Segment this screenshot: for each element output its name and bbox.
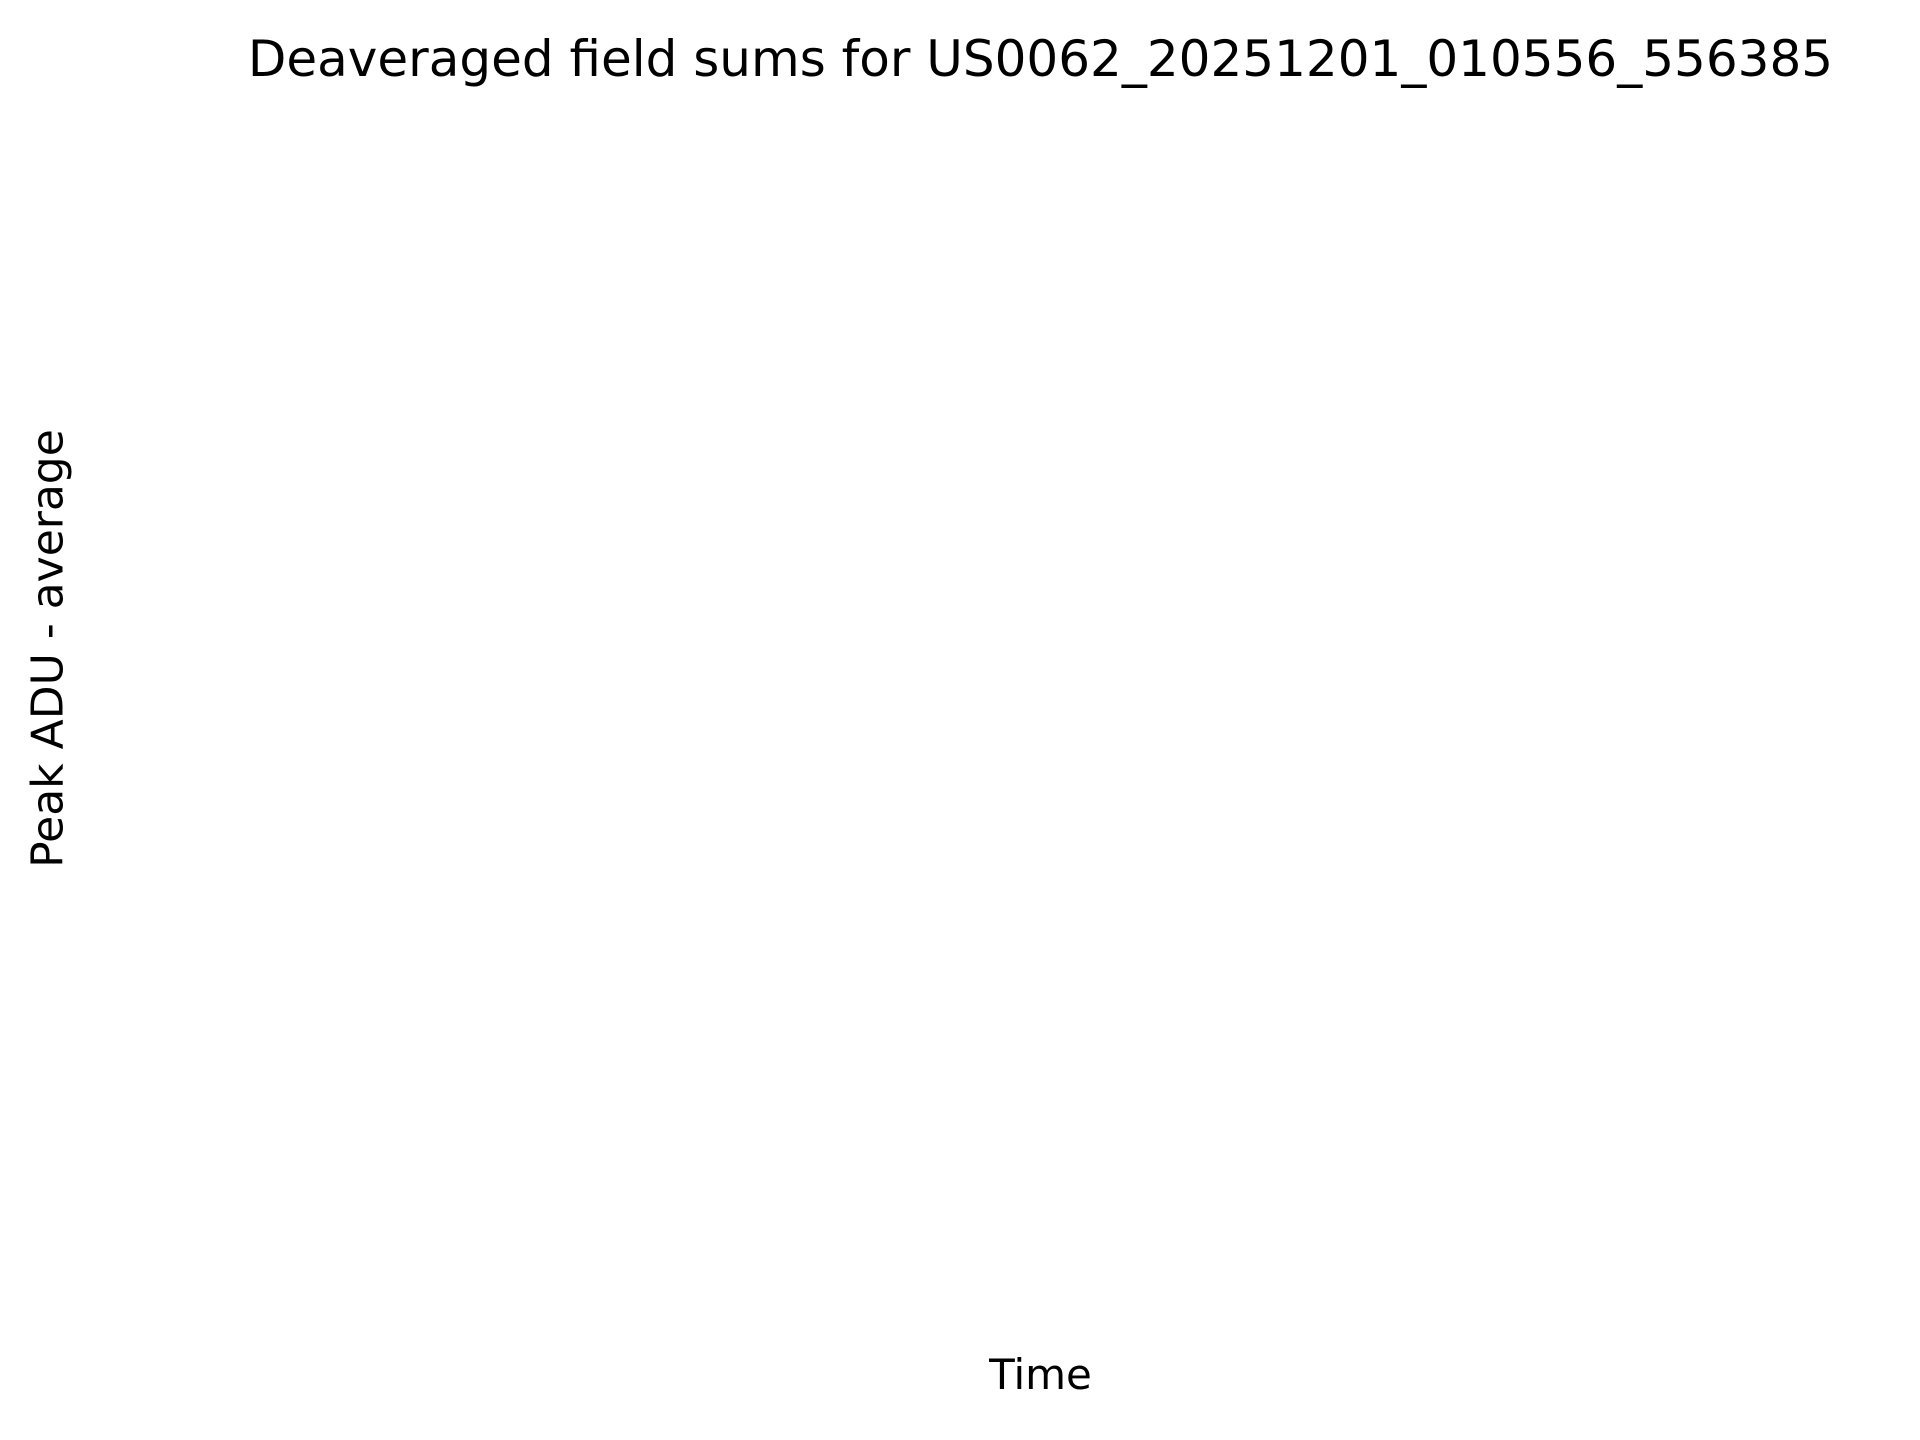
y-axis-label: Peak ADU - average bbox=[22, 429, 74, 868]
chart-title: Deaveraged field sums for US0062_2025120… bbox=[247, 30, 1834, 88]
x-axis-label: Time bbox=[989, 1350, 1092, 1399]
